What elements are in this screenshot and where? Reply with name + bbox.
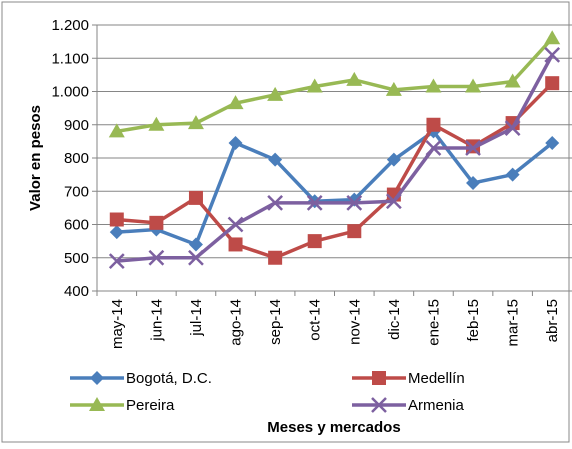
y-tick-label: 700 [64, 183, 89, 200]
point [108, 253, 125, 269]
point [227, 216, 244, 233]
point [268, 250, 283, 265]
point [268, 152, 283, 167]
y-tick-label: 600 [64, 217, 89, 234]
point [504, 73, 521, 88]
x-tick-label: jul-14 [188, 299, 205, 337]
x-tick-label: ago-14 [228, 299, 245, 346]
x-tick-label: nov-14 [346, 299, 363, 345]
x-tick-label: dic-14 [386, 299, 403, 340]
x-tick-label: feb-15 [465, 299, 482, 342]
y-axis-title: Valor en pesos [27, 105, 44, 211]
point [385, 193, 402, 210]
legend-marker [90, 371, 104, 385]
point [187, 115, 204, 130]
point [148, 249, 165, 266]
point [386, 152, 401, 167]
series-line [116, 128, 554, 247]
point [545, 136, 560, 151]
point [148, 116, 165, 131]
y-tick-label: 400 [64, 283, 89, 300]
point [108, 123, 125, 138]
x-tick-label: jun-14 [148, 299, 165, 342]
y-tick-label: 1.100 [51, 50, 89, 67]
x-tick-label: oct-14 [307, 299, 324, 341]
point [307, 234, 322, 249]
y-tick-label: 900 [64, 117, 89, 134]
x-axis-title: Meses y mercados [267, 419, 400, 436]
legend-marker [89, 397, 105, 411]
point [465, 140, 481, 156]
point [346, 71, 363, 86]
point [545, 76, 560, 91]
series-line [116, 37, 554, 134]
point [465, 78, 482, 93]
x-tick-label: ene-15 [425, 299, 442, 346]
point [149, 215, 164, 230]
legend-marker [372, 371, 386, 385]
point [267, 195, 284, 211]
y-tick-label: 500 [64, 250, 89, 267]
x-tick-label: abr-15 [544, 299, 561, 342]
point [188, 249, 204, 266]
legend-label: Bogotá, D.C. [126, 370, 212, 387]
point [306, 78, 323, 93]
legend-label: Medellín [408, 370, 465, 387]
point [466, 175, 481, 190]
x-tick-label: mar-15 [505, 299, 522, 347]
point [188, 190, 203, 205]
point [346, 195, 363, 211]
point [504, 120, 521, 136]
point [227, 95, 244, 110]
point [188, 237, 203, 252]
point [306, 195, 323, 211]
point [426, 117, 441, 132]
point [109, 212, 124, 227]
point [425, 140, 442, 156]
point [505, 167, 520, 182]
y-tick-label: 800 [64, 150, 89, 167]
x-tick-label: may-14 [109, 299, 126, 349]
y-tick-label: 1.000 [51, 84, 89, 101]
chart-frame [1, 1, 570, 443]
point [109, 225, 124, 240]
point [347, 224, 362, 239]
point [425, 78, 442, 93]
x-tick-label: sep-14 [267, 299, 284, 345]
y-tick-label: 1.200 [51, 17, 89, 34]
point [267, 86, 284, 101]
legend-marker [371, 397, 387, 413]
legend-label: Armenia [408, 397, 465, 414]
point [385, 81, 402, 96]
point [544, 47, 561, 63]
point [228, 136, 243, 151]
series-line [116, 81, 554, 260]
series-line [116, 54, 554, 263]
point [228, 237, 243, 252]
legend-label: Pereira [126, 397, 175, 414]
point [544, 30, 561, 45]
